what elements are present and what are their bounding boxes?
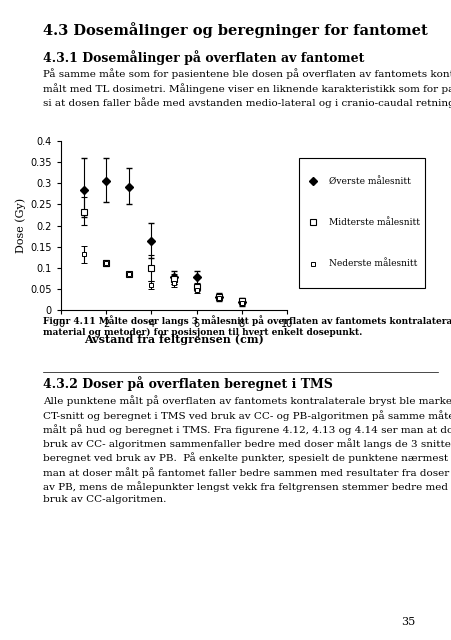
Text: Nederste målesnitt: Nederste målesnitt <box>329 259 417 268</box>
Text: 4.3.2 Doser på overflaten beregnet i TMS: 4.3.2 Doser på overflaten beregnet i TMS <box>43 376 332 390</box>
Text: Midterste målesnitt: Midterste målesnitt <box>329 218 419 227</box>
Text: På samme måte som for pasientene ble dosen på overflaten av fantomets kontralate: På samme måte som for pasientene ble dos… <box>43 68 451 108</box>
X-axis label: Avstand fra feltgrensen (cm): Avstand fra feltgrensen (cm) <box>84 333 263 344</box>
Y-axis label: Dose (Gy): Dose (Gy) <box>16 198 26 253</box>
Text: Øverste målesnitt: Øverste målesnitt <box>329 177 410 186</box>
Text: 4.3 Dosemålinger og beregninger for fantomet: 4.3 Dosemålinger og beregninger for fant… <box>43 22 427 38</box>
Text: Figur 4.11 Målte doser langs 3 målesnitt på overflaten av fantomets kontralatera: Figur 4.11 Målte doser langs 3 målesnitt… <box>43 315 451 337</box>
Text: 35: 35 <box>400 617 415 627</box>
FancyBboxPatch shape <box>298 157 424 289</box>
Text: 4.3.1 Dosemålinger på overflaten av fantomet: 4.3.1 Dosemålinger på overflaten av fant… <box>43 50 364 65</box>
Text: Alle punktene målt på overflaten av fantomets kontralaterale bryst ble markert i: Alle punktene målt på overflaten av fant… <box>43 396 451 504</box>
